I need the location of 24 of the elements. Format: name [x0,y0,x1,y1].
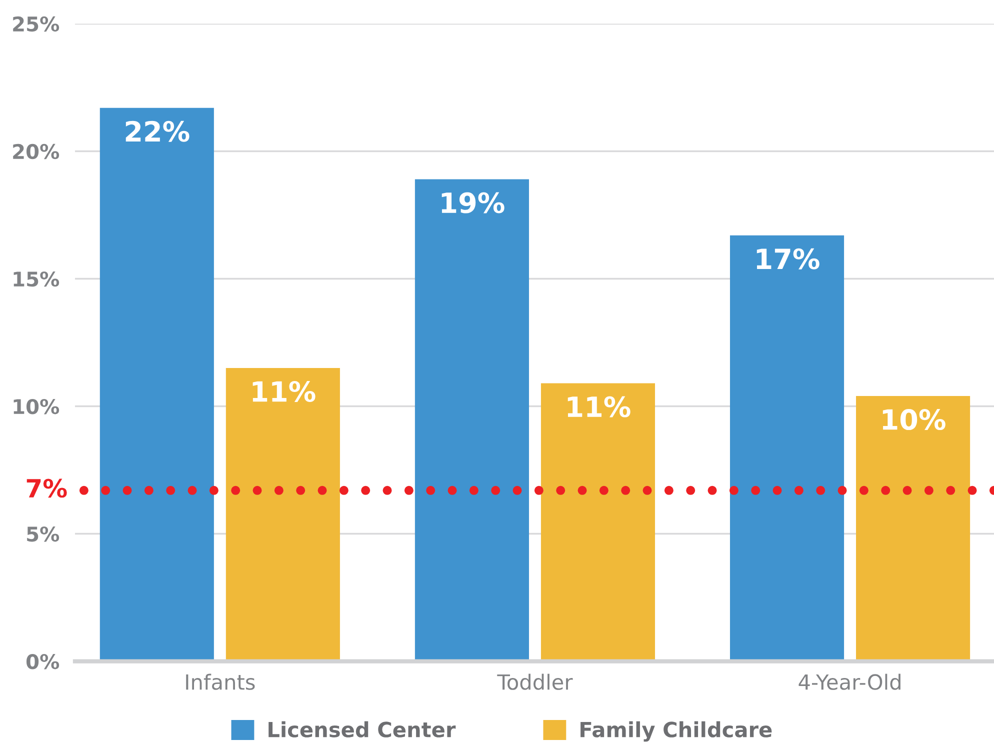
data-label: 11% [568,396,630,418]
x-tick-label: Infants [186,674,255,690]
data-label: 10% [882,409,946,430]
data-label: 19% [442,192,504,214]
y-tick-label: 15% [14,271,60,287]
bar [226,368,340,662]
y-tick-label: 10% [14,398,60,414]
bar [540,383,656,662]
bar [414,179,529,662]
legend-label: Family Childcare [580,721,772,742]
x-tick-label: Toddler [497,674,573,690]
data-label: 22% [126,120,190,142]
data-label: 17% [756,248,820,270]
legend-label: Licensed Center [268,721,456,738]
ref-line-label: 7% [26,478,67,498]
y-tick-label: 0% [26,654,60,670]
bar [730,235,844,662]
bar [856,396,970,662]
x-tick-label: 4-Year-Old [798,674,900,690]
y-tick-label: 25% [13,16,60,32]
y-tick-label: 5% [27,526,60,542]
y-tick-label: 20% [13,144,60,160]
data-label: 11% [252,380,316,402]
bar [100,108,214,662]
